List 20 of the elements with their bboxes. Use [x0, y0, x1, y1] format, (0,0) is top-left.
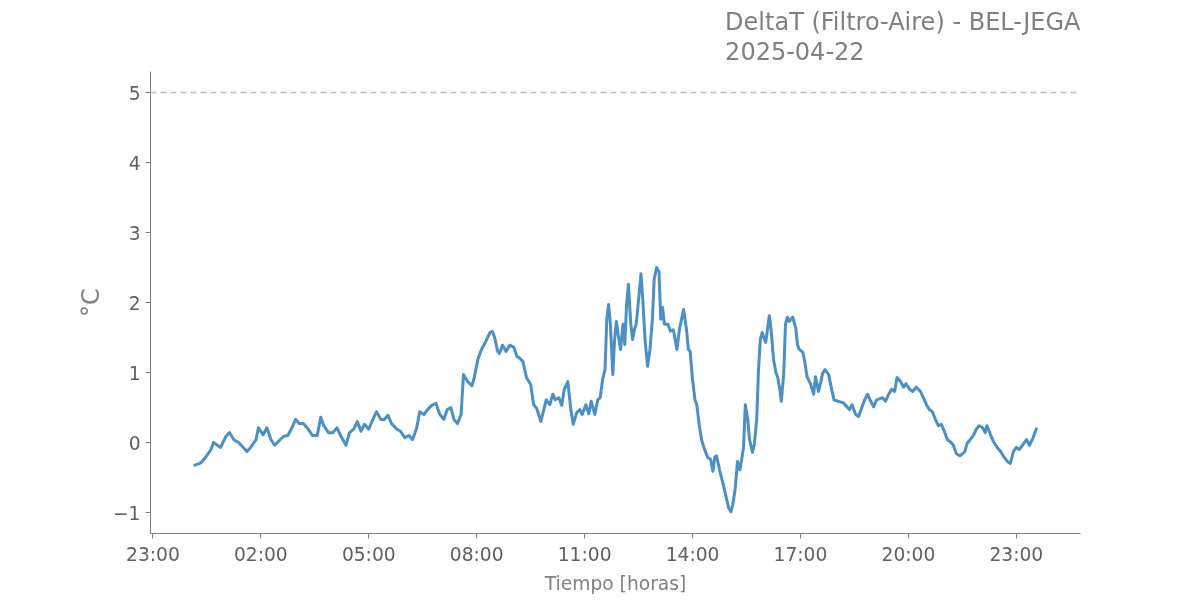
x-tick-label: 14:00: [665, 543, 720, 565]
y-tick-label: 5: [128, 82, 141, 104]
y-tick-label: 2: [128, 292, 141, 314]
x-axis-title: Tiempo [horas]: [543, 572, 687, 594]
y-tick-label: 3: [128, 222, 141, 244]
x-tick-label: 05:00: [341, 543, 396, 565]
y-tick-label: −1: [113, 502, 141, 524]
x-tick-label: 17:00: [773, 543, 828, 565]
y-tick-label: 0: [128, 432, 141, 454]
x-tick-label: 02:00: [233, 543, 288, 565]
y-tick-label: 1: [128, 362, 141, 384]
x-tick-label: 11:00: [557, 543, 612, 565]
x-tick-label: 23:00: [989, 543, 1044, 565]
x-tick-label: 23:00: [126, 543, 180, 565]
line-series: [192, 266, 1039, 514]
y-tick-label: 4: [128, 152, 141, 174]
x-tick-label: 08:00: [449, 543, 504, 565]
y-axis-title: °C: [77, 288, 105, 317]
x-tick-label: 20:00: [881, 543, 936, 565]
chart-title: DeltaT (Filtro-Aire) - BEL-JEGA 2025-04-22: [725, 7, 1082, 67]
